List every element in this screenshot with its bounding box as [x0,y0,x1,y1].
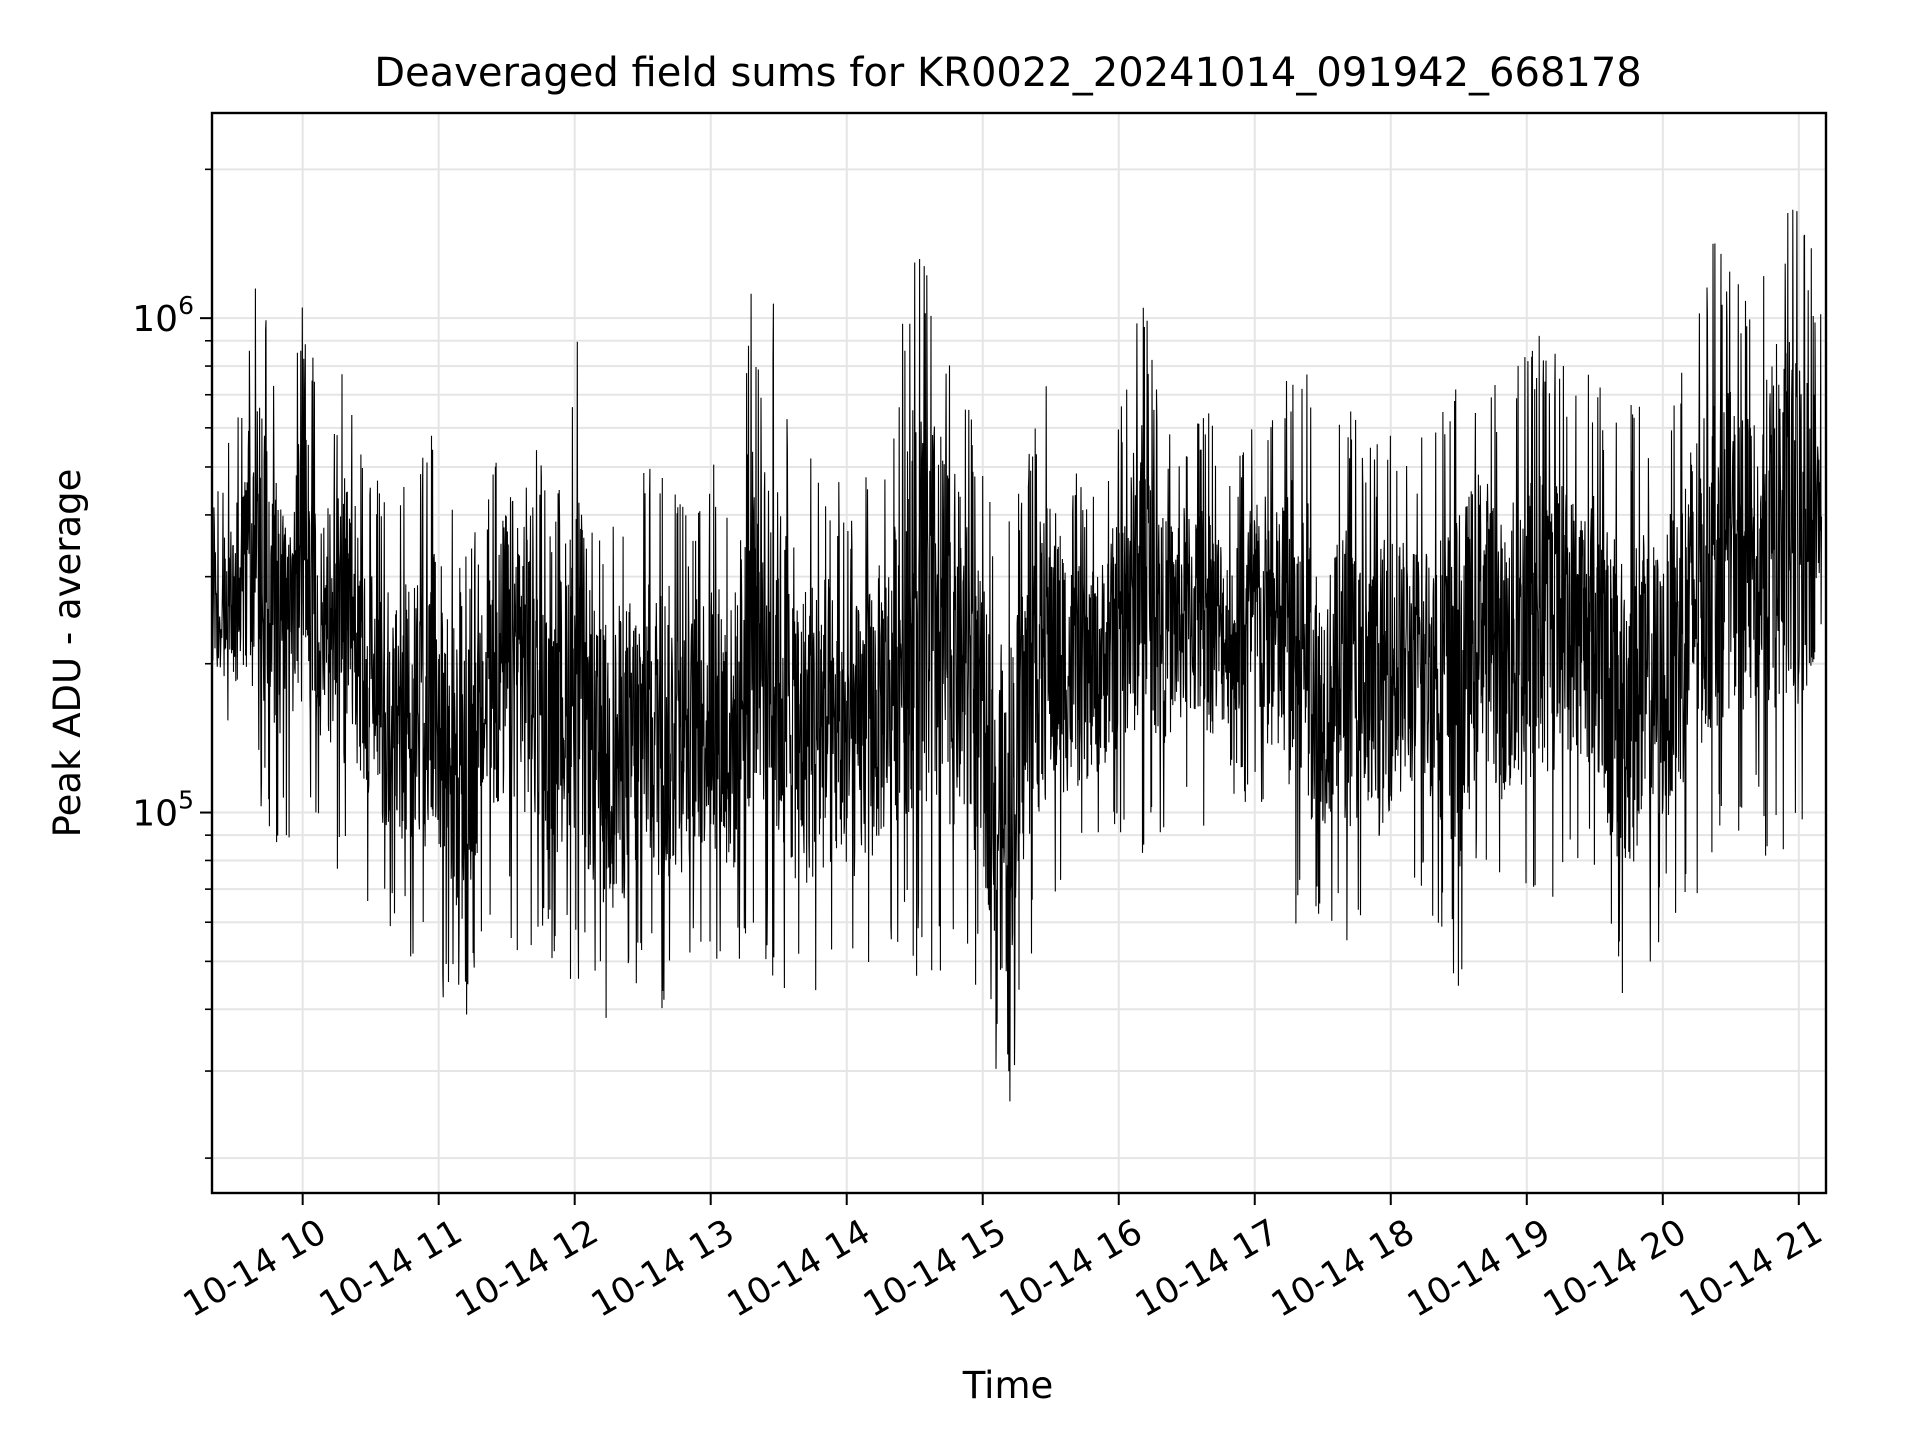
y-tick-label-base: 10 [132,794,178,835]
data-series [211,209,1823,1102]
x-axis-label: Time [962,1364,1054,1407]
y-tick-label: 10 [132,794,178,835]
plot-frame [210,111,1828,1195]
series-line [211,209,1823,1102]
y-tick-label-base: 10 [132,299,178,340]
y-tick-label-exponent: 5 [178,786,194,815]
y-axis-label: Peak ADU - average [46,469,89,838]
y-tick-label: 10 [132,299,178,340]
chart-title: Deaveraged field sums for KR0022_2024101… [374,50,1642,96]
y-tick-label-exponent: 6 [178,291,194,320]
